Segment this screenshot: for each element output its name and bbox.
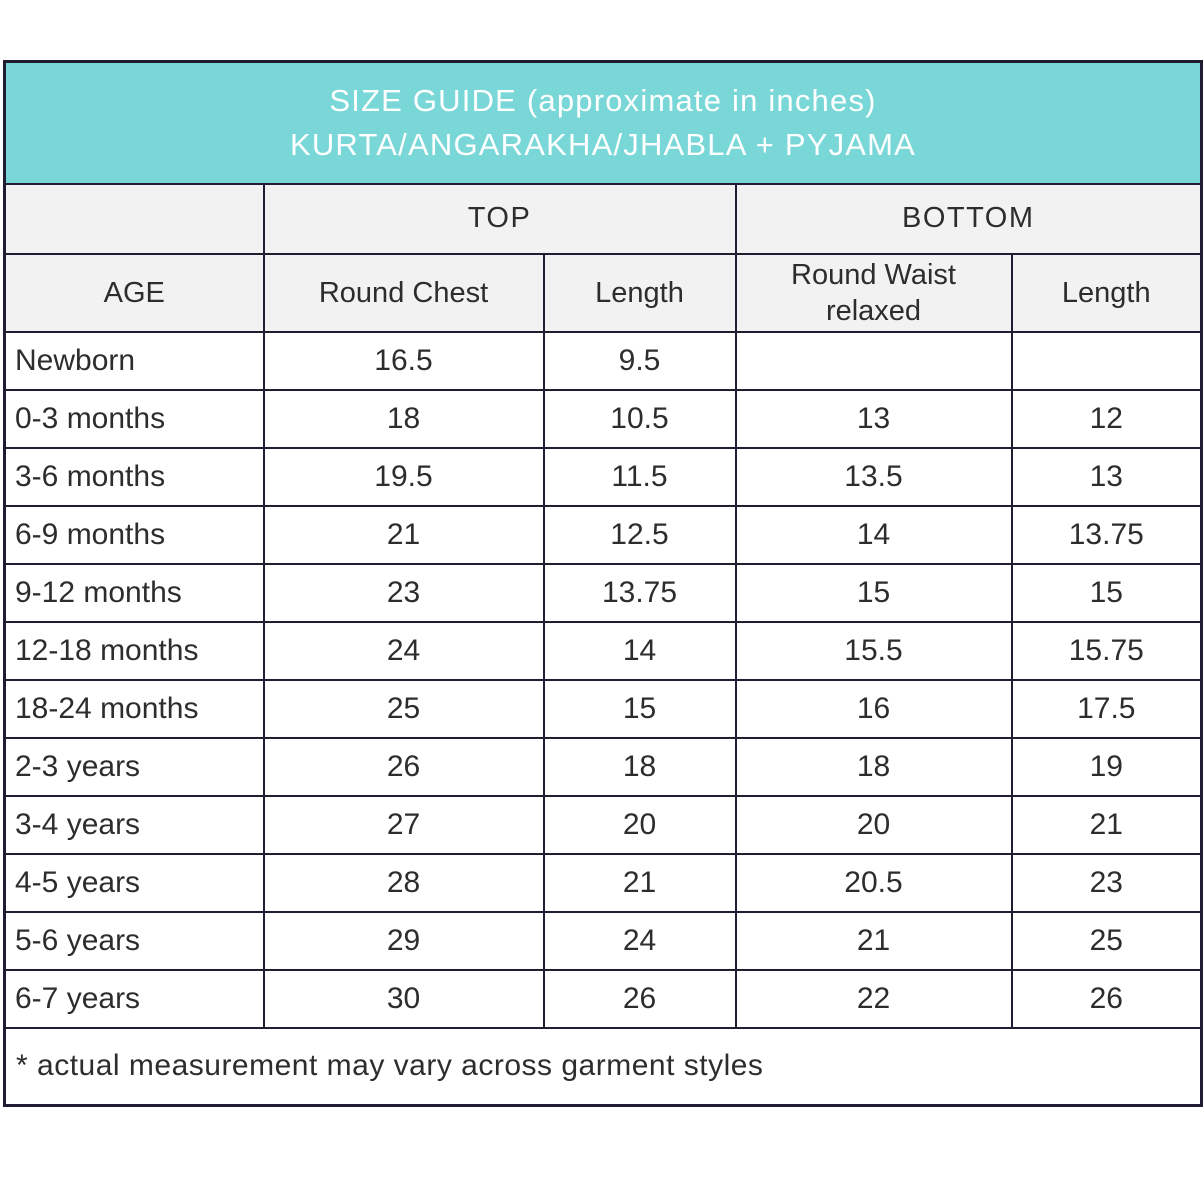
column-header-row: AGE Round Chest Length Round Waist relax… <box>3 252 1203 333</box>
size-guide-table: SIZE GUIDE (approximate in inches) KURTA… <box>3 60 1204 1107</box>
top-round-chest-cell: 28 <box>262 852 545 913</box>
top-length-cell: 15 <box>542 678 737 739</box>
age-cell: 9-12 months <box>3 562 265 623</box>
bottom-length-cell: 23 <box>1010 852 1203 913</box>
bottom-round-waist-cell: 20 <box>734 794 1013 855</box>
bottom-round-waist-cell: 18 <box>734 736 1013 797</box>
bottom-round-waist-cell <box>734 330 1013 391</box>
bottom-round-waist-cell: 15.5 <box>734 620 1013 681</box>
bottom-length-cell: 26 <box>1010 968 1203 1029</box>
bottom-length-cell: 25 <box>1010 910 1203 971</box>
top-round-chest-cell: 25 <box>262 678 545 739</box>
top-length-cell: 24 <box>542 910 737 971</box>
bottom-round-waist-cell: 16 <box>734 678 1013 739</box>
top-length-cell: 12.5 <box>542 504 737 565</box>
age-cell: 3-6 months <box>3 446 265 507</box>
age-cell: Newborn <box>3 330 265 391</box>
table-row: 4-5 years 28 21 20.5 23 <box>3 852 1203 913</box>
table-row: 9-12 months 23 13.75 15 15 <box>3 562 1203 623</box>
bottom-length-cell: 13.75 <box>1010 504 1203 565</box>
top-round-chest-cell: 23 <box>262 562 545 623</box>
column-header-bottom-length: Length <box>1010 252 1203 333</box>
top-length-cell: 13.75 <box>542 562 737 623</box>
bottom-length-cell: 15 <box>1010 562 1203 623</box>
top-length-cell: 9.5 <box>542 330 737 391</box>
bottom-length-cell: 21 <box>1010 794 1203 855</box>
top-length-cell: 11.5 <box>542 446 737 507</box>
group-header-row: TOP BOTTOM <box>3 182 1203 255</box>
bottom-round-waist-cell: 14 <box>734 504 1013 565</box>
age-cell: 12-18 months <box>3 620 265 681</box>
top-round-chest-cell: 26 <box>262 736 545 797</box>
bottom-length-cell: 19 <box>1010 736 1203 797</box>
bottom-round-waist-cell: 21 <box>734 910 1013 971</box>
bottom-round-waist-cell: 20.5 <box>734 852 1013 913</box>
footnote-row: * actual measurement may vary across gar… <box>3 1026 1203 1107</box>
top-round-chest-cell: 18 <box>262 388 545 449</box>
top-round-chest-cell: 24 <box>262 620 545 681</box>
top-round-chest-cell: 27 <box>262 794 545 855</box>
column-header-top-length: Length <box>542 252 737 333</box>
top-length-cell: 26 <box>542 968 737 1029</box>
top-round-chest-cell: 21 <box>262 504 545 565</box>
size-table-body: Newborn 16.5 9.5 0-3 months 18 10.5 13 1… <box>3 330 1203 1029</box>
top-length-cell: 10.5 <box>542 388 737 449</box>
footnote: * actual measurement may vary across gar… <box>3 1026 1203 1107</box>
table-row: Newborn 16.5 9.5 <box>3 330 1203 391</box>
bottom-length-cell: 15.75 <box>1010 620 1203 681</box>
table-row: 18-24 months 25 15 16 17.5 <box>3 678 1203 739</box>
group-header-bottom: BOTTOM <box>734 182 1203 255</box>
bottom-round-waist-cell: 13.5 <box>734 446 1013 507</box>
top-round-chest-cell: 16.5 <box>262 330 545 391</box>
banner: SIZE GUIDE (approximate in inches) KURTA… <box>3 60 1203 185</box>
table-row: 3-4 years 27 20 20 21 <box>3 794 1203 855</box>
table-row: 6-7 years 30 26 22 26 <box>3 968 1203 1029</box>
age-cell: 6-9 months <box>3 504 265 565</box>
banner-title: SIZE GUIDE (approximate in inches) <box>329 82 877 118</box>
table-row: 5-6 years 29 24 21 25 <box>3 910 1203 971</box>
column-header-round-waist: Round Waist relaxed <box>734 252 1013 333</box>
group-header-top: TOP <box>262 182 737 255</box>
age-cell: 5-6 years <box>3 910 265 971</box>
bottom-length-cell: 17.5 <box>1010 678 1203 739</box>
column-header-round-chest: Round Chest <box>262 252 545 333</box>
top-round-chest-cell: 30 <box>262 968 545 1029</box>
banner-row: SIZE GUIDE (approximate in inches) KURTA… <box>3 60 1203 185</box>
age-cell: 4-5 years <box>3 852 265 913</box>
table-row: 0-3 months 18 10.5 13 12 <box>3 388 1203 449</box>
top-length-cell: 14 <box>542 620 737 681</box>
age-cell: 18-24 months <box>3 678 265 739</box>
column-header-age: AGE <box>3 252 265 333</box>
banner-subtitle: KURTA/ANGARAKHA/JHABLA + PYJAMA <box>289 126 917 162</box>
top-length-cell: 18 <box>542 736 737 797</box>
top-length-cell: 20 <box>542 794 737 855</box>
table-row: 12-18 months 24 14 15.5 15.75 <box>3 620 1203 681</box>
table-row: 2-3 years 26 18 18 19 <box>3 736 1203 797</box>
bottom-length-cell: 13 <box>1010 446 1203 507</box>
bottom-length-cell: 12 <box>1010 388 1203 449</box>
age-cell: 2-3 years <box>3 736 265 797</box>
table-row: 6-9 months 21 12.5 14 13.75 <box>3 504 1203 565</box>
group-header-empty <box>3 182 265 255</box>
age-cell: 3-4 years <box>3 794 265 855</box>
age-cell: 0-3 months <box>3 388 265 449</box>
top-length-cell: 21 <box>542 852 737 913</box>
bottom-length-cell <box>1010 330 1203 391</box>
bottom-round-waist-cell: 15 <box>734 562 1013 623</box>
bottom-round-waist-cell: 13 <box>734 388 1013 449</box>
bottom-round-waist-cell: 22 <box>734 968 1013 1029</box>
top-round-chest-cell: 19.5 <box>262 446 545 507</box>
age-cell: 6-7 years <box>3 968 265 1029</box>
table-row: 3-6 months 19.5 11.5 13.5 13 <box>3 446 1203 507</box>
top-round-chest-cell: 29 <box>262 910 545 971</box>
